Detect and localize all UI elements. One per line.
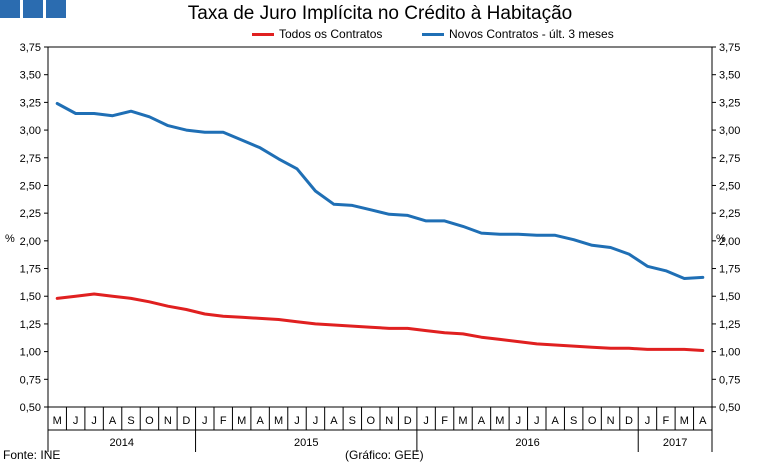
x-year-label: 2016 [515,437,539,449]
x-month-label: S [127,415,134,427]
x-month-label: J [73,415,79,427]
x-month-label: A [478,415,486,427]
y-tick-label-left: 3,50 [20,70,41,82]
y-tick-label-left: 1,00 [20,347,41,359]
x-month-label: J [294,415,300,427]
x-year-label: 2017 [663,437,687,449]
y-tick-label-right: 3,00 [719,125,740,137]
x-month-label: J [516,415,522,427]
x-month-label: J [202,415,208,427]
x-month-label: M [237,415,246,427]
source-note: Fonte: INE [3,448,61,462]
x-month-label: J [423,415,429,427]
x-month-label: O [366,415,375,427]
x-month-label: O [588,415,597,427]
x-month-label: J [91,415,97,427]
series-line-novos-contratos [55,102,705,280]
x-month-label: A [552,415,560,427]
x-month-label: A [699,415,707,427]
y-tick-label-right: 0,50 [719,402,740,414]
x-month-label: A [330,415,338,427]
logo-block [23,0,43,18]
y-tick-label-left: 2,25 [20,208,41,220]
x-year-label: 2014 [110,437,134,449]
x-month-label: D [404,415,412,427]
legend-swatch-novos [422,32,444,36]
x-month-label: S [349,415,356,427]
series-line-todos-os-contratos [55,292,705,352]
x-month-label: A [109,415,117,427]
legend-item-todos: Todos os Contratos [252,27,382,41]
x-month-label: J [313,415,319,427]
x-month-label: O [145,415,154,427]
y-axis-label-left: % [5,233,15,245]
x-year-label: 2015 [294,437,318,449]
x-month-label: A [256,415,264,427]
x-month-label: M [274,415,283,427]
x-month-label: J [645,415,651,427]
x-month-label: M [53,415,62,427]
y-tick-label-right: 0,75 [719,374,740,386]
x-month-label: J [534,415,540,427]
y-tick-label-left: 3,75 [20,42,41,54]
y-tick-label-right: 2,25 [719,208,740,220]
x-month-label: N [164,415,172,427]
y-tick-label-left: 1,50 [20,291,41,303]
y-tick-label-left: 1,75 [20,264,41,276]
x-month-label: F [220,415,227,427]
y-tick-label-left: 0,75 [20,374,41,386]
x-month-label: M [458,415,467,427]
x-month-label: M [495,415,504,427]
x-month-label: F [441,415,448,427]
y-tick-label-left: 3,25 [20,97,41,109]
x-month-label: D [625,415,633,427]
y-tick-label-left: 2,50 [20,180,41,192]
y-tick-label-right: 1,25 [719,319,740,331]
x-month-label: N [385,415,393,427]
y-tick-label-right: 1,50 [719,291,740,303]
y-tick-label-right: 2,50 [719,180,740,192]
chart-title: Taxa de Juro Implícita no Crédito à Habi… [187,3,573,24]
y-tick-label-left: 3,00 [20,125,41,137]
legend-label-novos: Novos Contratos - últ. 3 meses [449,27,614,41]
y-tick-label-right: 3,25 [719,97,740,109]
legend-label-todos: Todos os Contratos [279,27,383,41]
x-month-label: F [663,415,670,427]
y-tick-label-left: 2,75 [20,153,41,165]
y-tick-label-left: 0,50 [20,402,41,414]
credit-note: (Gráfico: GEE) [345,448,424,462]
x-month-label: M [680,415,689,427]
y-axis-label-right: % [716,233,726,245]
plot-area [47,46,713,408]
legend-item-novos: Novos Contratos - últ. 3 meses [422,27,614,41]
y-tick-label-right: 2,75 [719,153,740,165]
y-tick-label-right: 1,00 [719,347,740,359]
x-month-label: N [607,415,615,427]
x-month-label: D [182,415,190,427]
logo-block [46,0,66,18]
y-tick-label-right: 1,75 [719,264,740,276]
y-tick-label-left: 1,25 [20,319,41,331]
brand-logo [0,0,66,18]
y-tick-label-right: 3,75 [719,42,740,54]
y-tick-label-right: 2,00 [719,236,740,248]
x-month-label: S [570,415,577,427]
logo-block [0,0,20,18]
legend-swatch-todos [252,32,274,36]
y-tick-label-right: 3,50 [719,70,740,82]
y-tick-label-left: 2,00 [20,236,41,248]
